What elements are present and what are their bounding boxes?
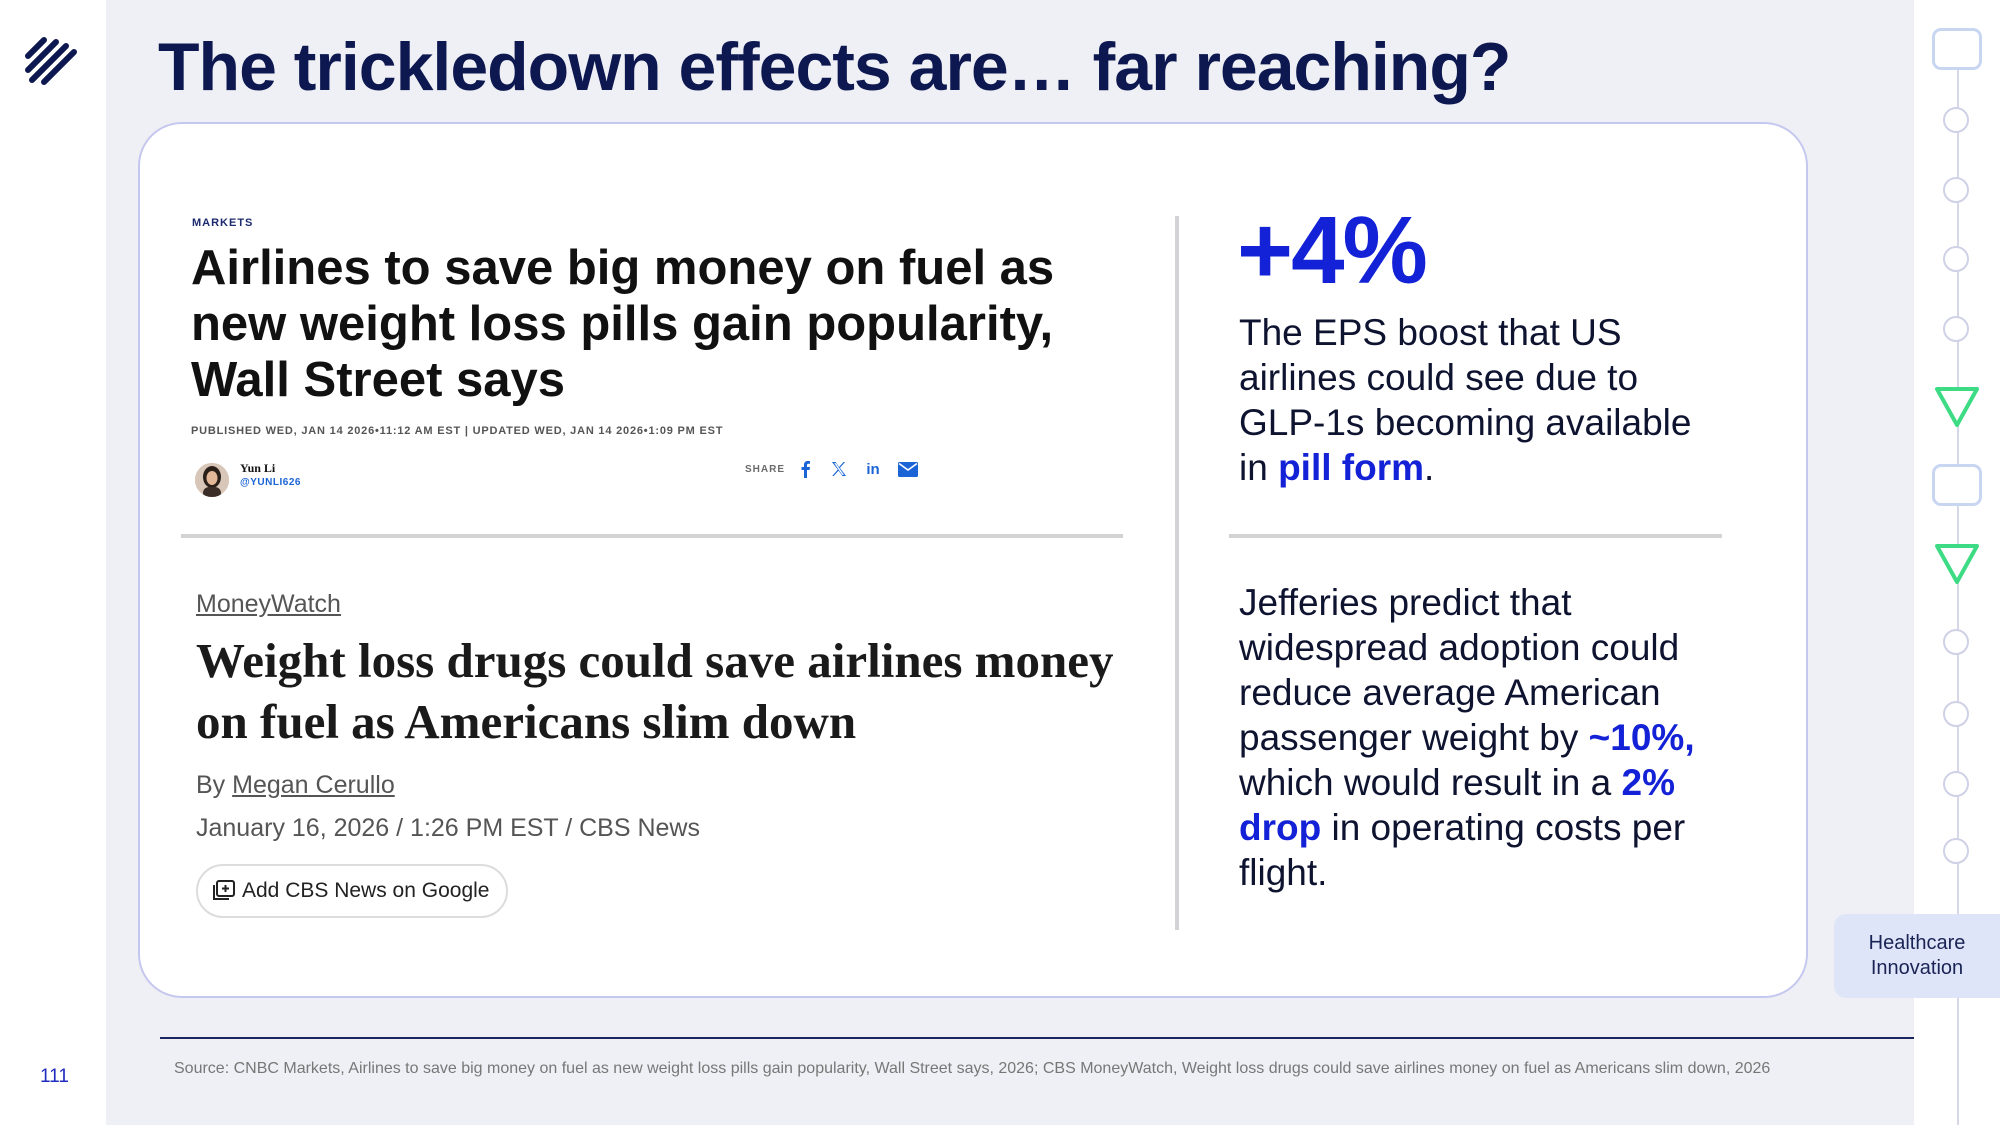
vertical-divider xyxy=(1175,216,1179,930)
cbs-date-line: January 16, 2026 / 1:26 PM EST / CBS New… xyxy=(196,814,700,842)
cnbc-publish-meta: PUBLISHED WED, JAN 14 2026•11:12 AM EST … xyxy=(191,425,724,437)
progress-rail-line xyxy=(1957,54,1959,1125)
rail-current-triangle-icon[interactable] xyxy=(1934,543,1980,585)
rail-slide-node[interactable] xyxy=(1943,771,1969,797)
rail-current-triangle-icon[interactable] xyxy=(1934,386,1980,428)
eps-text-before: The EPS boost that US airlines could see… xyxy=(1239,312,1692,488)
cost-drop-highlight: 2% drop xyxy=(1239,762,1676,848)
cnbc-author-name[interactable]: Yun Li xyxy=(240,461,276,475)
rail-slide-node[interactable] xyxy=(1943,246,1969,272)
section-tab-healthcare-innovation[interactable]: Healthcare Innovation xyxy=(1834,914,2000,998)
author-avatar[interactable] xyxy=(195,463,229,497)
x-icon[interactable] xyxy=(828,458,850,480)
cbs-author-link[interactable]: Megan Cerullo xyxy=(232,771,395,799)
pill-form-highlight: pill form xyxy=(1278,447,1425,488)
cnbc-headline[interactable]: Airlines to save big money on fuel as ne… xyxy=(191,241,1055,407)
eps-boost-description: The EPS boost that US airlines could see… xyxy=(1239,310,1709,490)
google-button-label: Add CBS News on Google xyxy=(242,879,490,902)
rail-slide-node[interactable] xyxy=(1943,838,1969,864)
left-horizontal-divider xyxy=(181,534,1123,538)
weight-reduction-highlight: ~10%, xyxy=(1588,717,1695,758)
source-divider xyxy=(160,1037,1914,1039)
rail-section-node[interactable] xyxy=(1932,28,1982,70)
eps-boost-stat: +4% xyxy=(1237,197,1428,304)
content-card xyxy=(138,122,1808,998)
add-cbs-on-google-button[interactable]: Add CBS News on Google xyxy=(196,864,508,918)
rail-slide-node[interactable] xyxy=(1943,316,1969,342)
cbs-by-prefix: By xyxy=(196,771,226,799)
source-citation: Source: CNBC Markets, Airlines to save b… xyxy=(174,1060,1771,1077)
section-tab-line2: Innovation xyxy=(1870,957,1964,979)
slide-title: The trickledown effects are… far reachin… xyxy=(158,29,1511,105)
cbs-section-link[interactable]: MoneyWatch xyxy=(196,590,341,618)
company-logo-icon xyxy=(25,37,77,85)
email-icon[interactable] xyxy=(897,458,919,480)
section-tab-line1: Healthcare xyxy=(1868,932,1966,954)
jefferies-prediction: Jefferies predict that widespread adopti… xyxy=(1239,580,1719,895)
jefferies-text-3: in operating costs per flight. xyxy=(1239,807,1686,893)
rail-slide-node[interactable] xyxy=(1943,177,1969,203)
left-rail: 111 xyxy=(0,0,106,1125)
cnbc-kicker[interactable]: MARKETS xyxy=(192,217,254,229)
share-label: SHARE xyxy=(745,464,786,475)
rail-slide-node[interactable] xyxy=(1943,107,1969,133)
facebook-icon[interactable] xyxy=(794,458,816,480)
add-to-google-icon xyxy=(213,880,235,900)
cbs-headline[interactable]: Weight loss drugs could save airlines mo… xyxy=(196,633,1114,749)
rail-section-node[interactable] xyxy=(1932,464,1982,506)
cbs-byline: By Megan Cerullo xyxy=(196,771,395,800)
right-horizontal-divider xyxy=(1229,534,1722,538)
page-number: 111 xyxy=(40,1066,69,1087)
jefferies-text-2: which would result in a xyxy=(1239,762,1622,803)
jefferies-text-1: Jefferies predict that widespread adopti… xyxy=(1239,582,1680,758)
rail-slide-node[interactable] xyxy=(1943,629,1969,655)
eps-text-after: . xyxy=(1424,447,1435,488)
rail-slide-node[interactable] xyxy=(1943,701,1969,727)
cnbc-author-handle[interactable]: @YUNLI626 xyxy=(240,477,301,488)
linkedin-icon[interactable]: in xyxy=(866,460,880,478)
